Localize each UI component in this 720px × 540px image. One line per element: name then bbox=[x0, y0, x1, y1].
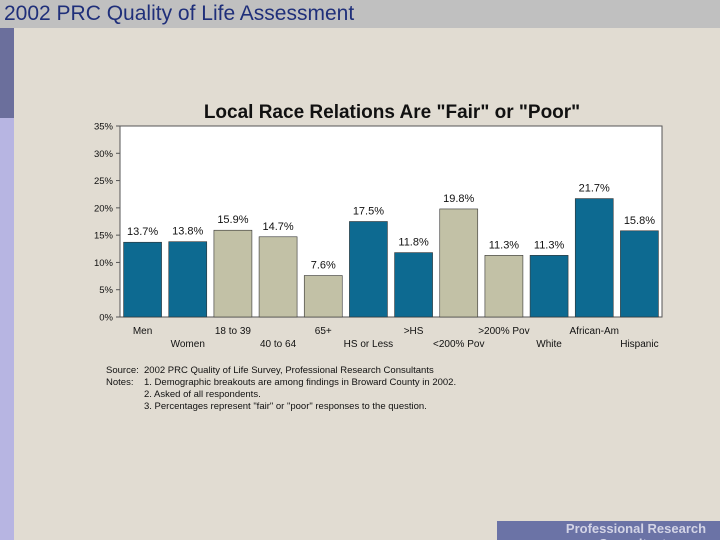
notes-label: Notes: bbox=[106, 377, 134, 388]
slide-title: 2002 PRC Quality of Life Assessment bbox=[4, 2, 355, 25]
y-tick-label: 0% bbox=[99, 313, 113, 324]
bar-value-label: 19.8% bbox=[443, 193, 474, 205]
x-category-label: HS or Less bbox=[344, 339, 393, 350]
bar bbox=[574, 198, 614, 318]
y-tick-label: 15% bbox=[94, 231, 114, 242]
x-category-label: >200% Pov bbox=[478, 326, 529, 337]
bar bbox=[349, 221, 388, 318]
chart-notes: Source: 2002 PRC Quality of Life Survey,… bbox=[106, 365, 456, 413]
source-label: Source: bbox=[106, 365, 139, 376]
bar bbox=[258, 236, 298, 318]
bar-value-label: 11.8% bbox=[398, 237, 429, 249]
x-category-label: 18 to 39 bbox=[215, 326, 252, 337]
bar bbox=[529, 255, 569, 318]
bar-value-label: 14.7% bbox=[262, 221, 293, 233]
bar bbox=[303, 275, 343, 318]
left-accent-stripe bbox=[0, 28, 14, 118]
note-item: 3. Percentages represent "fair" or "poor… bbox=[144, 401, 427, 412]
y-tick-label: 30% bbox=[94, 149, 114, 160]
source-text: 2002 PRC Quality of Life Survey, Profess… bbox=[144, 365, 434, 376]
bar-value-label: 15.8% bbox=[624, 215, 655, 227]
bar-value-label: 11.3% bbox=[489, 239, 520, 251]
chart-title: Local Race Relations Are "Fair" or "Poor… bbox=[203, 102, 581, 123]
x-category-label: Hispanic bbox=[620, 339, 658, 350]
bar-value-label: 13.7% bbox=[127, 226, 158, 238]
x-category-label: 65+ bbox=[315, 326, 332, 337]
bar-value-label: 7.6% bbox=[311, 260, 336, 272]
footer-bar: Professional Research Consultants bbox=[497, 521, 720, 540]
bar-value-label: 17.5% bbox=[353, 206, 384, 218]
x-category-label: >HS bbox=[404, 326, 424, 337]
bar bbox=[123, 241, 162, 318]
bar bbox=[484, 255, 524, 318]
x-category-label: White bbox=[536, 339, 562, 350]
y-tick-label: 25% bbox=[94, 176, 114, 187]
slide-header-bar: 2002 PRC Quality of Life Assessment bbox=[0, 0, 720, 28]
x-category-label: Men bbox=[133, 326, 152, 337]
bar-value-label: 11.3% bbox=[534, 239, 565, 251]
footer-brand-text: Professional Research Consultants bbox=[565, 521, 707, 540]
x-category-label: African-Am bbox=[570, 326, 619, 337]
bar bbox=[394, 252, 433, 318]
y-tick-label: 35% bbox=[94, 122, 114, 133]
x-category-label: <200% Pov bbox=[433, 339, 484, 350]
bar-value-label: 15.9% bbox=[217, 214, 248, 226]
bar-value-label: 13.8% bbox=[172, 226, 203, 238]
bar-value-label: 21.7% bbox=[579, 183, 610, 195]
note-item: 2. Asked of all respondents. bbox=[144, 389, 261, 400]
left-accent-stripe-light bbox=[0, 118, 14, 540]
y-tick-label: 10% bbox=[94, 258, 114, 269]
bar bbox=[168, 241, 208, 318]
y-tick-label: 20% bbox=[94, 203, 114, 214]
plot-area bbox=[119, 125, 663, 318]
y-tick-label: 5% bbox=[99, 285, 113, 296]
bar bbox=[213, 229, 253, 318]
x-category-label: Women bbox=[171, 339, 205, 350]
bar bbox=[620, 230, 659, 318]
bar bbox=[439, 208, 479, 318]
note-item: 1. Demographic breakouts are among findi… bbox=[144, 377, 457, 388]
x-category-label: 40 to 64 bbox=[260, 339, 297, 350]
